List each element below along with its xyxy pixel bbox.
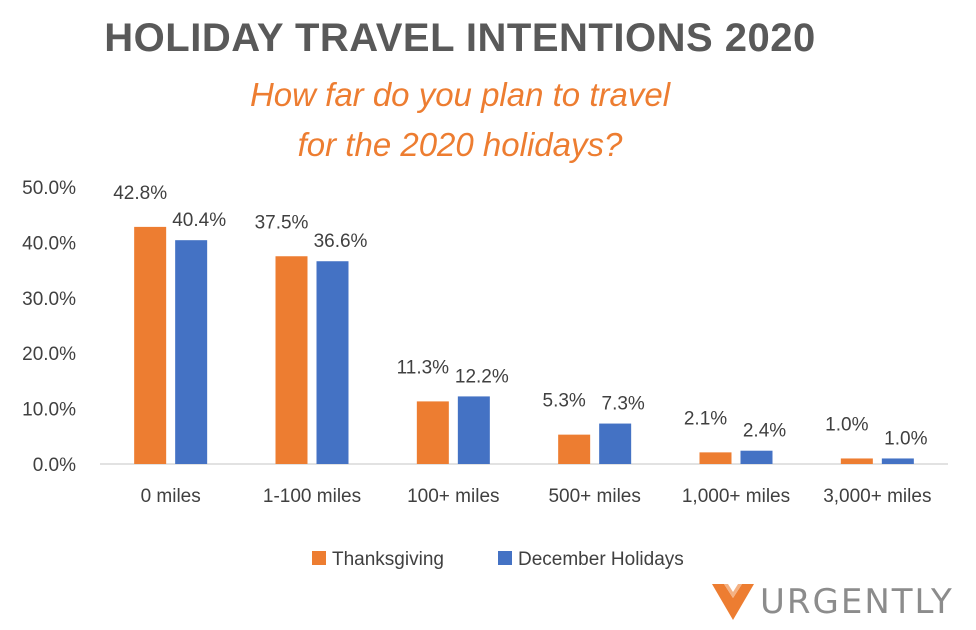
bar-thanksgiving: [416, 401, 449, 464]
data-label: 7.3%: [602, 394, 645, 415]
y-tick-label: 0.0%: [33, 455, 76, 476]
brand-logo: URGENTLY: [708, 576, 952, 628]
y-axis: 0.0% 10.0% 20.0% 30.0% 40.0% 50.0%: [22, 178, 76, 476]
bar-thanksgiving: [558, 434, 591, 464]
bar-thanksgiving: [134, 226, 167, 464]
bar-thanksgiving: [699, 452, 732, 464]
bar-december: [316, 261, 349, 464]
chart-title: HOLIDAY TRAVEL INTENTIONS 2020: [104, 16, 816, 60]
x-category-label: 100+ miles: [407, 486, 499, 507]
x-category-label: 0 miles: [141, 486, 201, 507]
data-label: 36.6%: [314, 231, 368, 252]
bar-december: [457, 396, 490, 464]
chart-subtitle: How far do you plan to travel for the 20…: [0, 70, 920, 170]
bar-thanksgiving: [275, 256, 308, 464]
legend-swatch: [312, 551, 326, 565]
data-label: 2.1%: [684, 408, 727, 429]
data-label: 12.2%: [455, 366, 509, 387]
data-label: 1.0%: [884, 428, 927, 449]
x-axis-categories: 0 miles 1-100 miles 100+ miles 500+ miles 1,…: [141, 486, 932, 507]
data-label: 5.3%: [543, 391, 586, 412]
bar-december: [175, 240, 208, 464]
data-labels: 42.8%40.4% 37.5%36.6% 11.3% 12.2% 5.3% 7.3% 2.…: [113, 183, 927, 450]
x-category-label: 1,000+ miles: [682, 486, 790, 507]
legend-label: Thanksgiving: [332, 549, 444, 570]
y-tick-label: 20.0%: [22, 344, 76, 365]
x-category-label: 500+ miles: [548, 486, 640, 507]
subtitle-line-1: How far do you plan to travel: [249, 76, 671, 113]
bars: [134, 226, 914, 464]
y-tick-label: 10.0%: [22, 400, 76, 421]
bar-december: [881, 458, 914, 464]
bar-december: [740, 450, 773, 464]
data-label: 1.0%: [825, 414, 868, 435]
x-category-label: 3,000+ miles: [823, 486, 931, 507]
data-label: 11.3%: [397, 357, 450, 378]
bar-thanksgiving: [840, 458, 873, 464]
y-tick-label: 40.0%: [22, 233, 76, 254]
subtitle-line-2: for the 2020 holidays?: [297, 126, 623, 163]
y-tick-label: 50.0%: [22, 178, 76, 199]
x-category-label: 1-100 miles: [263, 486, 361, 507]
data-label: 40.4%: [172, 210, 226, 231]
legend: Thanksgiving December Holidays: [312, 549, 684, 570]
data-label: 2.4%: [743, 421, 786, 442]
brand-name: URGENTLY: [760, 582, 954, 622]
bar-december: [599, 423, 632, 464]
data-label: 37.5%: [255, 212, 309, 233]
legend-label: December Holidays: [518, 549, 684, 570]
urgently-logo-icon: [712, 584, 754, 620]
legend-swatch: [498, 551, 512, 565]
data-label: 42.8%: [113, 183, 167, 204]
y-tick-label: 30.0%: [22, 289, 76, 310]
